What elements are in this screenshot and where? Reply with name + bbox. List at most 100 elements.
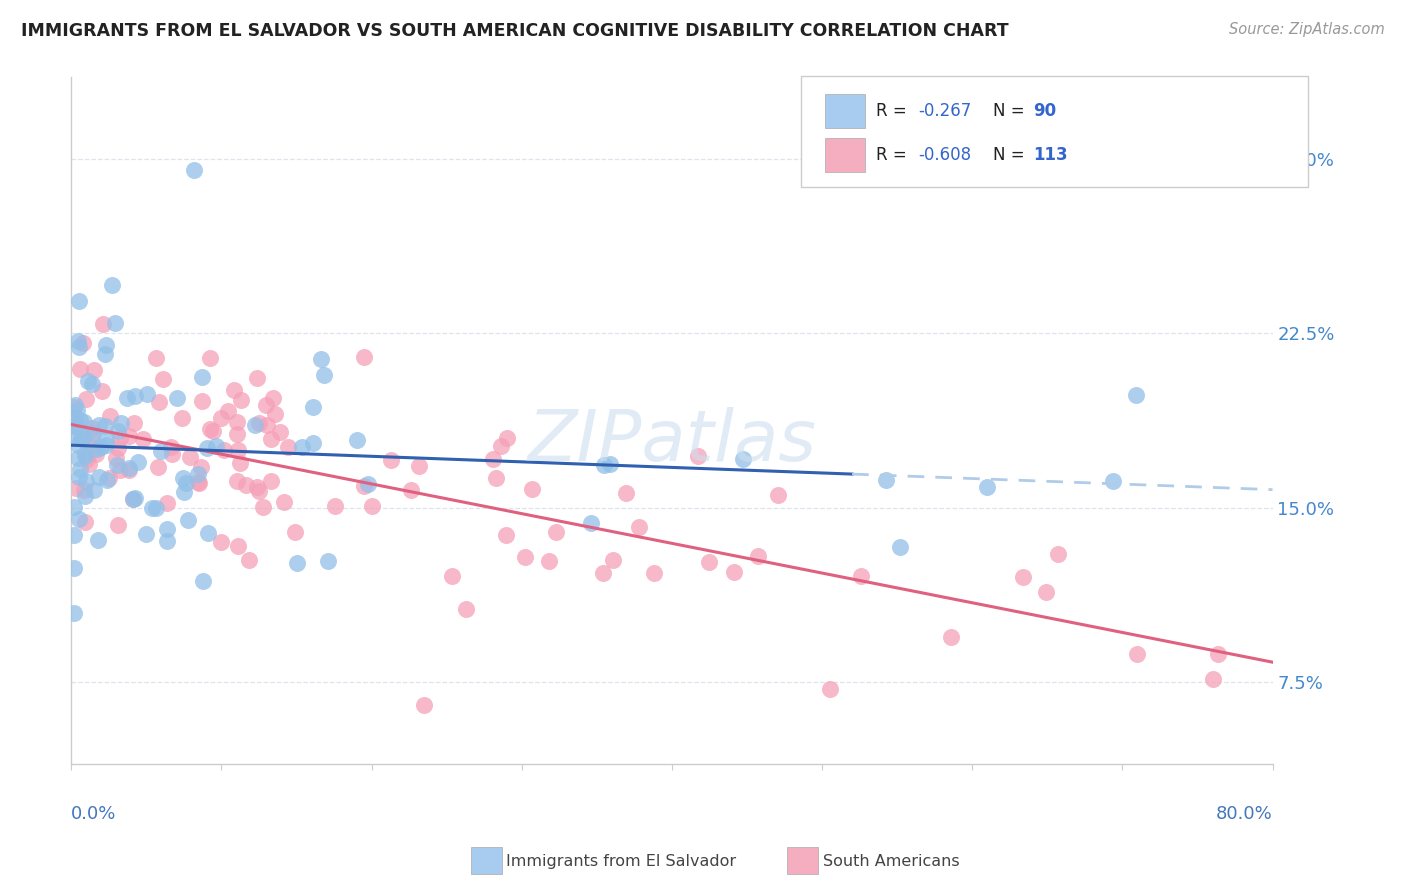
Point (148, 395, 170, 409)
Point (226, 415, 249, 429)
Point (593, 458, 616, 472)
Point (156, 496, 179, 510)
Point (67, 293, 90, 308)
Text: 113: 113 (1033, 146, 1069, 164)
Point (976, 480, 998, 494)
Point (107, 424, 129, 438)
Point (747, 549, 769, 564)
Point (66, 402, 89, 417)
Point (73, 430, 96, 444)
Point (256, 417, 278, 432)
Point (65, 419, 87, 434)
Point (489, 439, 512, 453)
Point (456, 602, 478, 616)
Point (733, 451, 755, 466)
Point (63, 500, 86, 515)
Point (77, 374, 100, 388)
Point (190, 460, 212, 475)
Point (124, 389, 146, 403)
Point (75, 515, 97, 529)
Point (67, 340, 90, 354)
Point (118, 461, 141, 475)
Point (63, 398, 86, 412)
Point (69, 413, 91, 427)
Point (150, 443, 173, 458)
Point (198, 351, 221, 366)
Point (66, 438, 89, 452)
Point (353, 350, 375, 364)
Point (628, 519, 651, 533)
Point (65, 481, 87, 495)
Text: IMMIGRANTS FROM EL SALVADOR VS SOUTH AMERICAN COGNITIVE DISABILITY CORRELATION C: IMMIGRANTS FROM EL SALVADOR VS SOUTH AME… (21, 22, 1008, 40)
Point (72, 433, 94, 447)
Point (1208, 647, 1230, 661)
Point (941, 630, 963, 644)
Point (1125, 388, 1147, 402)
Point (63, 409, 86, 424)
Point (75, 474, 97, 488)
Point (69, 361, 91, 376)
Point (108, 431, 131, 445)
Text: ZIPatlas: ZIPatlas (527, 407, 817, 475)
Point (357, 477, 380, 491)
Point (1102, 474, 1125, 488)
Point (110, 416, 132, 430)
Point (1012, 570, 1035, 584)
Point (229, 392, 252, 407)
Point (63, 400, 86, 414)
Text: 80.0%: 80.0% (1216, 805, 1272, 823)
Point (69, 461, 91, 475)
Point (226, 426, 249, 441)
Point (73, 489, 96, 503)
Point (520, 482, 543, 496)
Point (222, 383, 245, 397)
Point (229, 456, 252, 470)
Point (187, 467, 209, 481)
Point (152, 372, 174, 386)
Point (141, 501, 163, 516)
Point (105, 450, 128, 465)
Point (195, 441, 218, 455)
Point (495, 431, 517, 445)
Text: R =  -0.608    N =  113: R = -0.608 N = 113 (832, 156, 1031, 174)
Point (537, 554, 560, 568)
Point (1202, 672, 1225, 686)
Point (238, 552, 260, 566)
Point (413, 698, 436, 713)
Point (156, 523, 179, 537)
Point (77, 457, 100, 471)
Point (63, 561, 86, 575)
Point (98, 471, 121, 485)
Point (361, 499, 384, 513)
Point (94, 433, 117, 447)
Point (273, 495, 295, 509)
Point (127, 454, 149, 468)
Point (264, 408, 287, 422)
Point (135, 526, 157, 541)
Point (269, 425, 291, 439)
Point (485, 471, 508, 485)
Point (249, 416, 271, 430)
Text: Source: ZipAtlas.com: Source: ZipAtlas.com (1229, 22, 1385, 37)
Point (246, 370, 269, 384)
Point (156, 533, 179, 548)
Point (277, 441, 299, 455)
Point (145, 351, 167, 365)
Point (90, 440, 112, 454)
Point (83, 483, 105, 497)
Point (66, 334, 89, 348)
Point (124, 491, 146, 505)
Point (187, 475, 209, 490)
Point (96, 473, 118, 487)
Point (107, 458, 129, 473)
Point (481, 451, 503, 466)
Text: 0.0%: 0.0% (72, 805, 117, 823)
Point (1047, 547, 1070, 561)
Point (80, 428, 103, 442)
Point (188, 475, 211, 490)
Point (686, 450, 709, 464)
Point (889, 540, 911, 554)
Point (191, 574, 214, 589)
Point (643, 566, 665, 580)
Point (247, 484, 270, 499)
